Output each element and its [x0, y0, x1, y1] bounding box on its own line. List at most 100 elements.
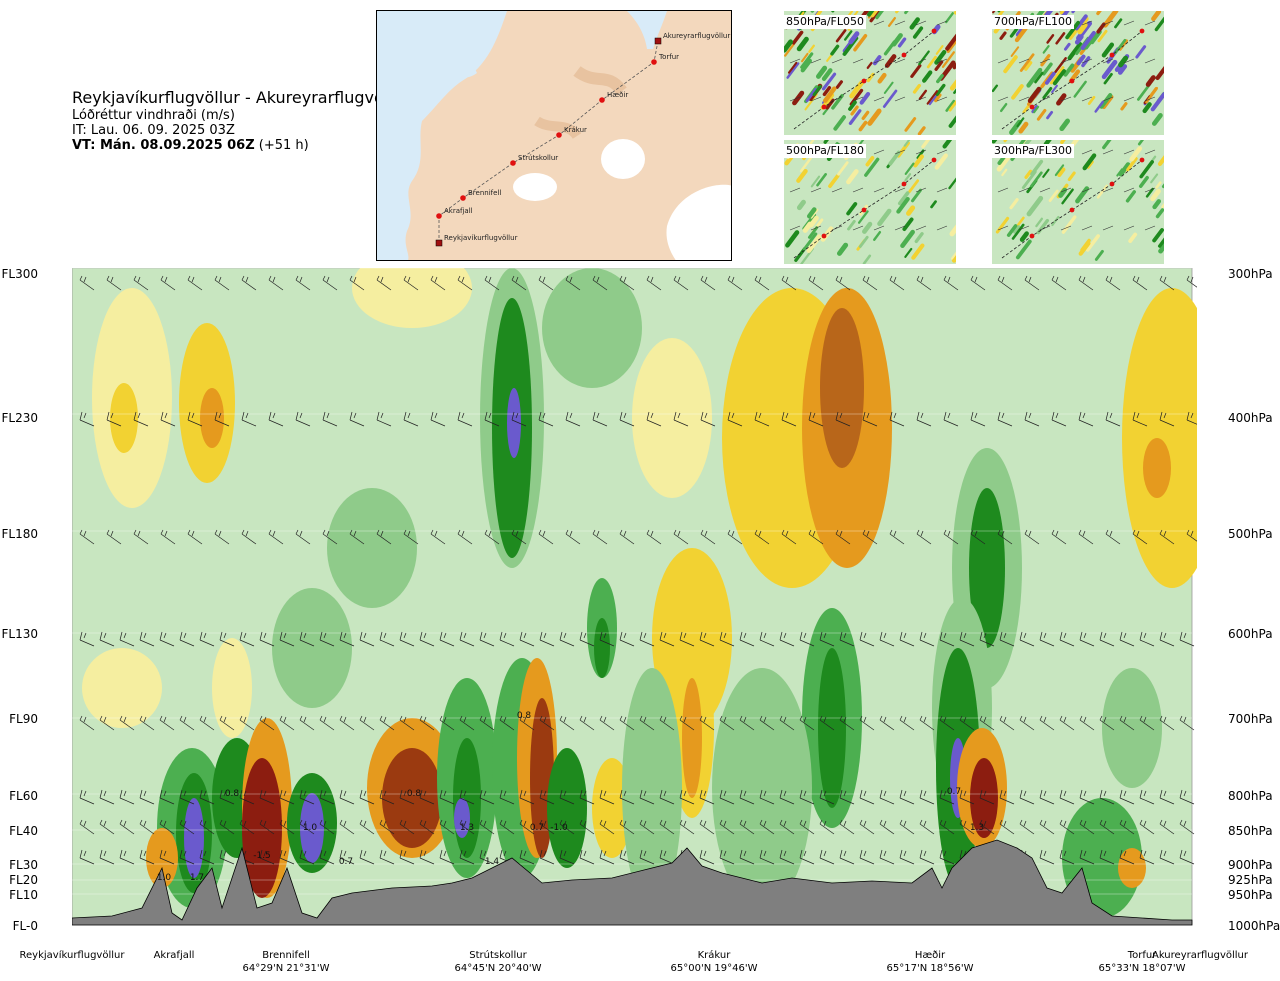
field-streak — [833, 115, 847, 131]
wind-barb-icon — [1159, 789, 1175, 805]
wind-barb-icon — [1081, 58, 1093, 64]
wind-barb-icon — [852, 225, 864, 231]
field-streak — [835, 29, 847, 43]
field-streak — [1013, 225, 1021, 234]
field-streak — [1067, 42, 1083, 61]
wind-barb-icon — [1099, 849, 1115, 865]
wind-barb-icon — [915, 149, 927, 155]
wind-barb-icon — [997, 225, 1009, 231]
wind-barb-icon — [1179, 789, 1195, 805]
pressure-level-label: 300hPa — [1228, 267, 1273, 281]
thumbnail-field-svg — [784, 11, 956, 135]
wind-barb-icon — [479, 819, 495, 835]
field-streak — [812, 84, 822, 97]
sea-west — [377, 11, 507, 260]
flight-level-label: FL20 — [9, 873, 38, 887]
field-streak — [904, 173, 912, 182]
wind-barb-icon — [859, 715, 875, 731]
wind-barb-icon — [979, 631, 995, 647]
field-streak — [910, 188, 922, 203]
wind-barb-icon — [970, 411, 986, 427]
wind-barb-icon — [639, 819, 655, 835]
wind-barb-icon — [879, 715, 895, 731]
field-streak — [1042, 45, 1050, 54]
wind-barb-icon — [759, 715, 775, 731]
field-streak — [858, 235, 869, 248]
wind-barb-icon — [403, 411, 419, 427]
field-streak — [847, 219, 856, 231]
wind-barb-icon — [295, 275, 311, 291]
location-name: Krákur — [697, 950, 731, 961]
wind-barb-icon — [899, 789, 915, 805]
wind-barb-icon — [939, 631, 955, 647]
field-streak — [935, 45, 944, 55]
wind-barb-icon — [759, 631, 775, 647]
thumbnail-map-3[interactable]: 300hPa/FL300 — [992, 140, 1164, 264]
overview-map[interactable]: Reykjavíkurflugvöllur Akrafjall Brennifell… — [376, 10, 732, 261]
thumbnail-route — [1001, 159, 1143, 259]
wind-barb-icon — [1039, 58, 1051, 64]
pressure-level-label: 950hPa — [1228, 888, 1273, 902]
field-streak — [906, 205, 916, 216]
wind-barb-icon — [1159, 275, 1175, 291]
field-streak — [875, 11, 884, 20]
route-title: Reykjavíkurflugvöllur - Akureyrarflugvöl… — [72, 88, 410, 107]
wind-barb-icon — [259, 715, 275, 731]
wind-barb-icon — [679, 789, 695, 805]
field-streak — [1096, 22, 1106, 34]
wind-barb-icon — [1123, 187, 1135, 193]
wind-barb-icon — [159, 819, 175, 835]
wind-barb-icon — [339, 631, 355, 647]
field-streak — [1137, 140, 1145, 146]
field-streak — [897, 37, 907, 48]
wind-barb-icon — [457, 529, 473, 545]
thumbnail-map-1[interactable]: 700hPa/FL100 — [992, 11, 1164, 135]
wind-barb-icon — [754, 411, 770, 427]
pressure-level-label: 400hPa — [1228, 411, 1273, 425]
wind-barb-icon — [1119, 819, 1135, 835]
wind-barb-icon — [559, 631, 575, 647]
field-streak — [806, 207, 817, 219]
wind-barb-icon — [1102, 58, 1114, 64]
wind-barb-icon — [1081, 96, 1093, 102]
field-streak — [999, 102, 1008, 113]
thumbnail-map-2[interactable]: 500hPa/FL180 — [784, 140, 956, 264]
wind-barb-icon — [700, 411, 716, 427]
wind-barb-icon — [159, 849, 175, 865]
wind-barb-icon — [997, 96, 1009, 102]
wind-barb-icon — [943, 529, 959, 545]
field-streak — [1161, 202, 1164, 209]
wind-barb-icon — [279, 849, 295, 865]
wind-barb-icon — [1018, 96, 1030, 102]
wind-barb-icon — [943, 275, 959, 291]
wind-barb-icon — [199, 715, 215, 731]
wind-barb-icon — [299, 715, 315, 731]
wind-barb-icon — [916, 411, 932, 427]
field-streak — [846, 202, 858, 216]
wind-barb-icon — [419, 715, 435, 731]
wind-barb-icon — [399, 715, 415, 731]
wind-barb-icon — [639, 789, 655, 805]
wind-barb-icon — [915, 20, 927, 26]
wind-barb-icon — [299, 631, 315, 647]
map-point-2: Brennifell — [460, 189, 501, 201]
wind-barb-icon — [1051, 275, 1067, 291]
thumbnail-map-0[interactable]: 850hPa/FL050 — [784, 11, 956, 135]
wind-barb-icon — [739, 715, 755, 731]
wind-barb-icon — [279, 819, 295, 835]
wind-barb-icon — [419, 849, 435, 865]
wind-barb-icon — [259, 789, 275, 805]
map-point-label: Krákur — [564, 126, 587, 134]
wind-barb-icon — [419, 819, 435, 835]
field-streak — [1006, 224, 1018, 237]
field-streak — [864, 157, 880, 177]
wind-barb-icon — [619, 411, 635, 427]
flight-level-label: FL230 — [1, 411, 39, 425]
wind-barb-icon — [1132, 275, 1148, 291]
wind-barb-icon — [1123, 96, 1135, 102]
wind-barb-icon — [599, 849, 615, 865]
vertical-velocity-cell — [300, 793, 324, 863]
waypoint-marker-icon — [1029, 233, 1035, 239]
field-streak — [828, 174, 840, 189]
location-name: Hæðir — [914, 950, 946, 961]
